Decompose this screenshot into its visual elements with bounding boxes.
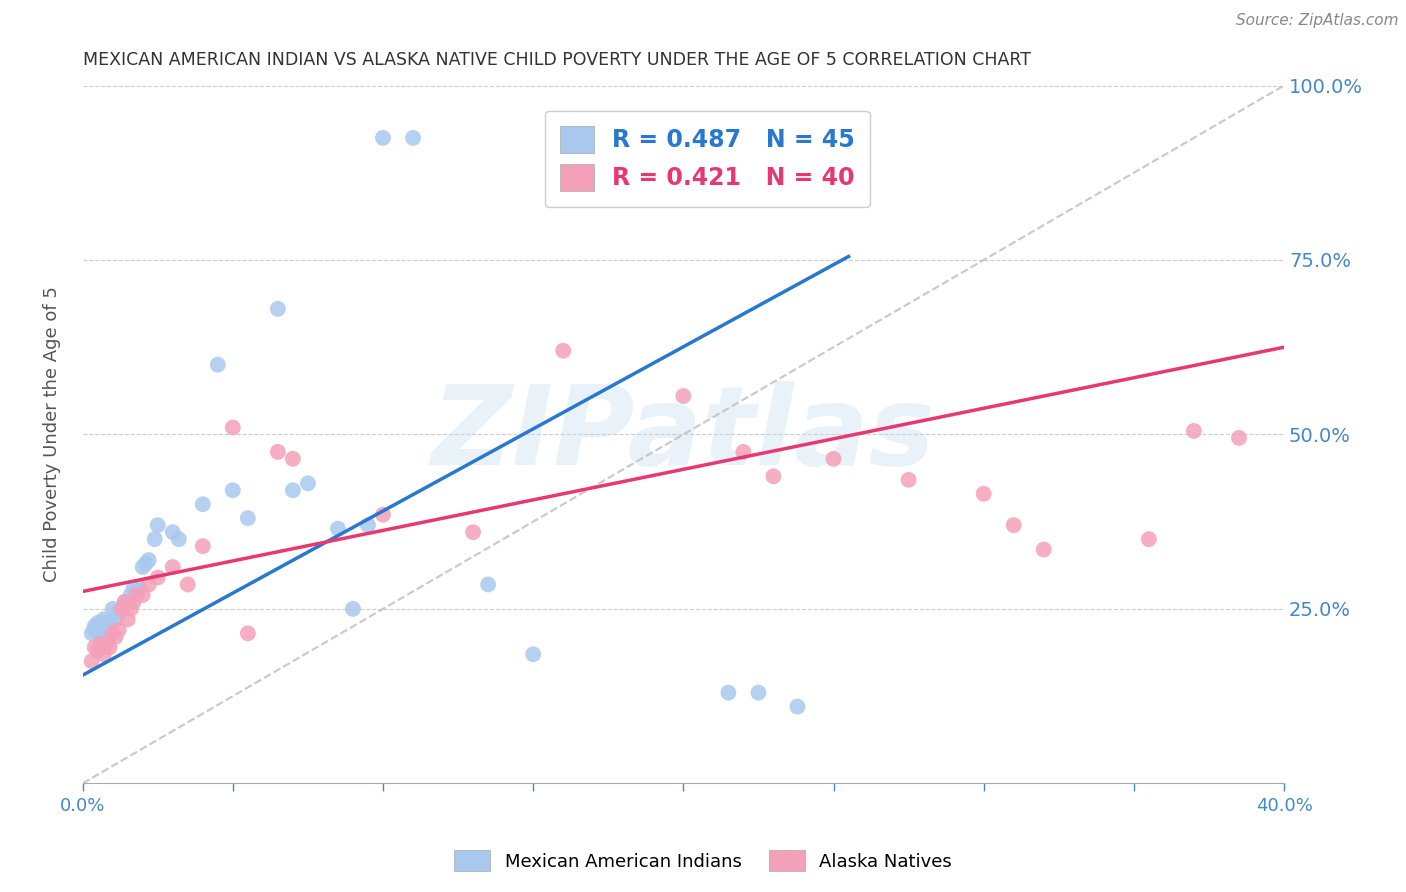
Point xyxy=(111,602,134,616)
Point xyxy=(120,602,142,616)
Point xyxy=(1182,424,1205,438)
Point xyxy=(222,420,245,434)
Point xyxy=(177,577,200,591)
Point xyxy=(326,522,349,536)
Point xyxy=(122,581,145,595)
Point xyxy=(762,469,785,483)
Point xyxy=(553,343,575,358)
Point xyxy=(107,623,129,637)
Point xyxy=(191,497,214,511)
Point xyxy=(83,640,105,655)
Point xyxy=(93,647,115,661)
Point xyxy=(672,389,695,403)
Point xyxy=(402,131,425,145)
Point xyxy=(125,588,148,602)
Point xyxy=(86,623,108,637)
Point xyxy=(86,644,108,658)
Point xyxy=(191,539,214,553)
Point xyxy=(138,577,160,591)
Point xyxy=(236,511,259,525)
Point xyxy=(132,560,155,574)
Point xyxy=(107,606,129,620)
Y-axis label: Child Poverty Under the Age of 5: Child Poverty Under the Age of 5 xyxy=(44,286,60,582)
Point xyxy=(267,445,290,459)
Text: MEXICAN AMERICAN INDIAN VS ALASKA NATIVE CHILD POVERTY UNDER THE AGE OF 5 CORREL: MEXICAN AMERICAN INDIAN VS ALASKA NATIVE… xyxy=(83,51,1031,69)
Point xyxy=(146,570,169,584)
Point xyxy=(83,623,105,637)
Point xyxy=(125,584,148,599)
Point xyxy=(101,626,124,640)
Point xyxy=(1002,518,1025,533)
Point xyxy=(207,358,229,372)
Point xyxy=(101,602,124,616)
Point xyxy=(132,588,155,602)
Point xyxy=(96,623,118,637)
Point xyxy=(897,473,920,487)
Point xyxy=(297,476,319,491)
Point xyxy=(135,557,157,571)
Point xyxy=(122,595,145,609)
Point xyxy=(167,532,190,546)
Point xyxy=(143,532,166,546)
Point xyxy=(1032,542,1054,557)
Point xyxy=(146,518,169,533)
Point xyxy=(90,626,112,640)
Point xyxy=(222,483,245,498)
Point xyxy=(120,588,142,602)
Point xyxy=(236,626,259,640)
Point xyxy=(162,525,184,540)
Text: Source: ZipAtlas.com: Source: ZipAtlas.com xyxy=(1236,13,1399,29)
Point xyxy=(717,686,740,700)
Point xyxy=(747,686,769,700)
Point xyxy=(114,595,136,609)
Point xyxy=(90,619,112,633)
Text: ZIPatlas: ZIPatlas xyxy=(432,381,935,488)
Point xyxy=(80,654,103,668)
Point xyxy=(1137,532,1160,546)
Point xyxy=(733,445,755,459)
Point xyxy=(823,451,845,466)
Point xyxy=(114,595,136,609)
Point xyxy=(128,581,150,595)
Point xyxy=(117,612,139,626)
Point xyxy=(162,560,184,574)
Point xyxy=(786,699,808,714)
Point xyxy=(86,615,108,630)
Point xyxy=(80,626,103,640)
Point xyxy=(93,612,115,626)
Point xyxy=(90,637,112,651)
Point xyxy=(93,615,115,630)
Point xyxy=(83,619,105,633)
Point xyxy=(461,525,484,540)
Point xyxy=(104,612,127,626)
Point xyxy=(371,131,394,145)
Point xyxy=(267,301,290,316)
Point xyxy=(138,553,160,567)
Point xyxy=(111,602,134,616)
Point xyxy=(281,451,304,466)
Point xyxy=(973,487,995,501)
Point xyxy=(477,577,499,591)
Point xyxy=(104,630,127,644)
Point xyxy=(281,483,304,498)
Legend: R = 0.487   N = 45, R = 0.421   N = 40: R = 0.487 N = 45, R = 0.421 N = 40 xyxy=(546,111,870,207)
Legend: Mexican American Indians, Alaska Natives: Mexican American Indians, Alaska Natives xyxy=(447,843,959,879)
Point xyxy=(357,518,380,533)
Point xyxy=(1227,431,1250,445)
Point xyxy=(371,508,394,522)
Point xyxy=(117,595,139,609)
Point xyxy=(96,637,118,651)
Point xyxy=(342,602,364,616)
Point xyxy=(98,640,121,655)
Point xyxy=(522,647,544,661)
Point xyxy=(98,615,121,630)
